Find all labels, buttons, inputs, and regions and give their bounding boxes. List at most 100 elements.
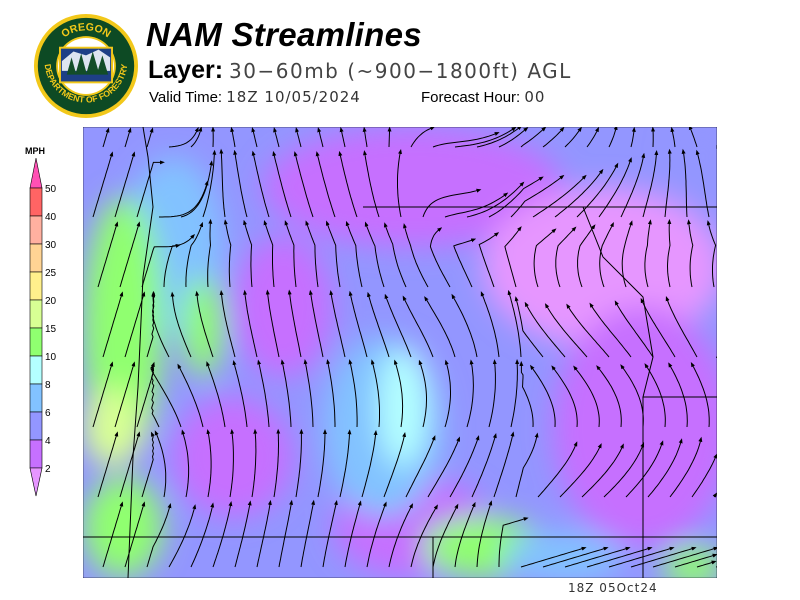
legend-tick-label: 20 [45,296,57,307]
streamline [393,359,404,428]
streamline [476,127,523,148]
svg-text:OREGON: OREGON [59,21,112,40]
streamline [432,132,500,148]
streamline [97,221,119,288]
streamline [620,152,646,218]
legend-unit: MPH [25,146,45,156]
streamline [251,428,258,498]
streamline [576,162,619,218]
streamline [243,219,253,288]
streamline [577,224,596,288]
streamlines [92,127,717,568]
streamline [688,127,698,148]
streamline [338,150,358,218]
streamline [202,149,217,218]
streamline [410,504,438,568]
logo-text-top: OREGON [59,21,112,40]
streamline [146,127,154,148]
streamline [471,432,497,498]
streamline [136,160,165,218]
streamline [529,364,556,428]
streamline [114,361,136,428]
streamline [168,504,197,568]
streamline [498,127,529,148]
streamline [190,502,215,568]
streamline [444,359,451,428]
streamline [551,365,578,428]
streamline [181,429,190,498]
streamline [630,546,697,568]
streamline [124,291,146,358]
streamline [207,218,213,288]
streamline [325,220,341,288]
streamline [402,295,434,358]
color-legend: MPH 2 4 6 8 10 15 20 25 30 40 50 [25,146,57,497]
layer-value: 30−60mb (~900−1800ft) AGL [229,59,572,83]
streamline [273,127,280,148]
streamline [573,365,600,428]
streamline [97,431,119,498]
streamline [669,436,703,498]
streamline [284,220,297,288]
legend-color-box [29,187,43,217]
streamline [510,359,520,428]
legend-tick-label: 15 [45,324,57,335]
streamline [427,436,460,498]
streamline [537,441,578,498]
legend-tick-label: 2 [45,464,51,475]
streamline [608,127,618,148]
streamline [696,560,717,568]
streamline [348,359,358,428]
streamline [555,226,577,288]
streamline [326,359,336,427]
streamline [329,290,346,358]
streamline [581,443,624,498]
streamline [295,428,304,498]
legend-color-box [29,243,43,273]
streamline [614,300,654,358]
streamline-map [83,127,717,578]
streamline [449,435,480,498]
streamline [429,227,451,288]
streamline [418,359,427,428]
streamline [384,293,412,358]
streamline [361,430,378,498]
forecast-hour: Forecast Hour: 00 [421,88,545,106]
streamline [554,168,604,218]
streamline [243,289,258,358]
legend-over-triangle [29,157,43,189]
streamline [603,442,645,498]
streamline [640,297,676,358]
streamline [212,501,233,568]
streamline [303,359,314,428]
streamline [488,176,544,218]
legend-tick-label: 25 [45,268,57,279]
streamline [670,127,676,148]
streamline [564,546,631,568]
streamline [451,293,478,358]
streamline [507,289,522,358]
streamline [397,148,402,218]
streamline [119,431,141,498]
streamline [265,289,280,358]
streamline [652,546,717,568]
streamline [388,503,414,568]
legend-color-box [29,355,43,385]
streamline [515,432,539,498]
streamline [251,150,270,218]
streamline [150,365,182,428]
streamline [524,301,566,358]
streamline [630,127,636,148]
streamline [363,150,380,218]
streamline [366,501,387,568]
streamline [589,302,632,358]
streamline [322,499,338,568]
streamline [422,188,482,218]
streamline [504,226,522,288]
streamline [251,127,258,148]
streamline [387,127,392,148]
streamline [478,232,500,288]
streamline [644,219,652,288]
streamline [453,238,477,288]
streamline [339,127,346,148]
